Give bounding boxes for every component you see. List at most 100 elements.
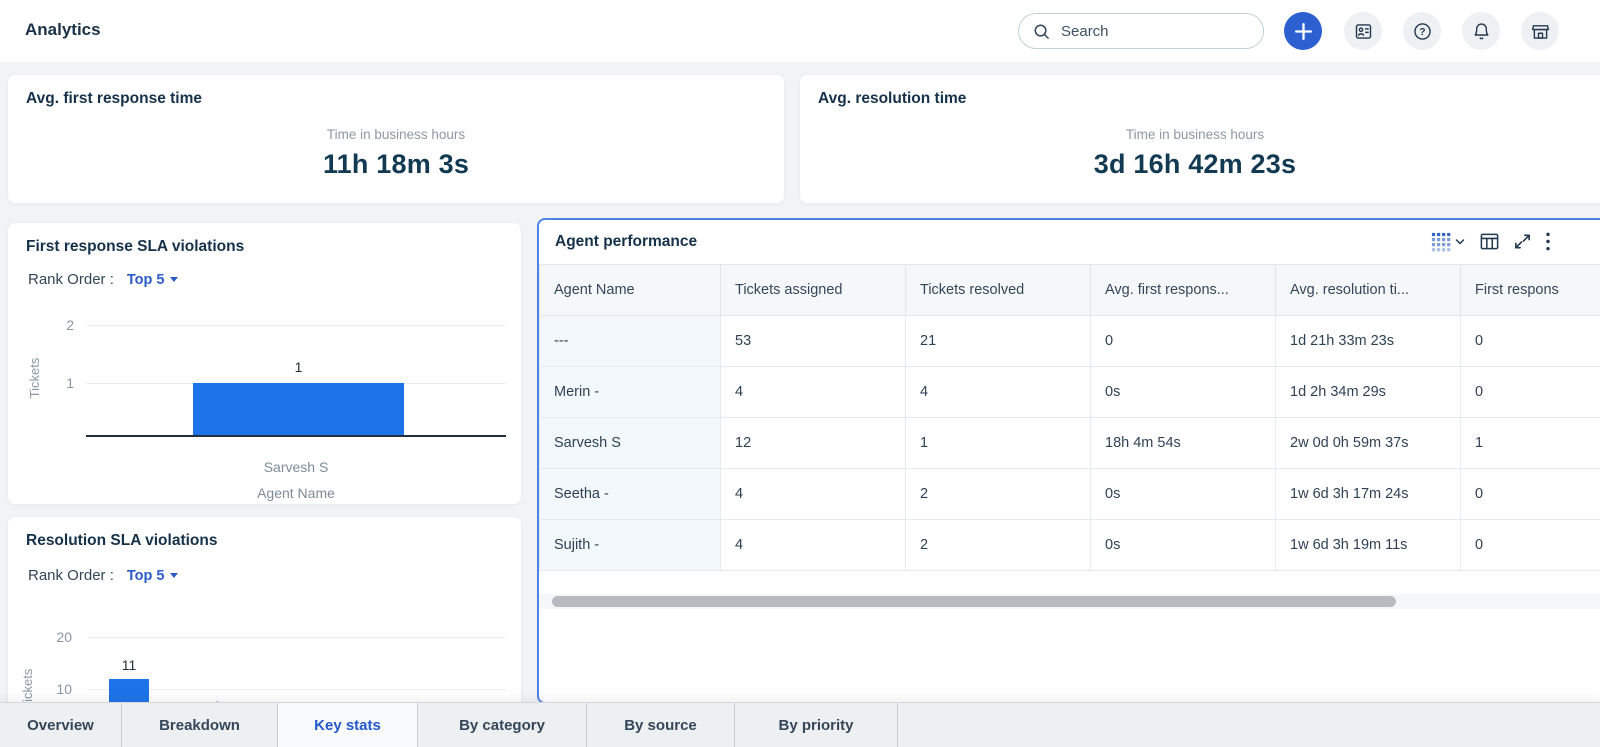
marketplace-button[interactable]	[1521, 12, 1559, 50]
cell: 0s	[1090, 366, 1276, 418]
cell: 18h 4m 54s	[1090, 417, 1276, 469]
cell-agent-name: Sujith -	[539, 519, 721, 571]
cell: 0	[1460, 366, 1600, 418]
x-category-label: Sarvesh S	[263, 459, 329, 475]
y-axis-title: Tickets	[27, 357, 42, 399]
contacts-icon	[1353, 21, 1374, 42]
expand-button[interactable]	[1513, 232, 1532, 251]
cell: 1	[905, 417, 1091, 469]
report-tab-bar: Overview Breakdown Key stats By category…	[0, 702, 1600, 747]
y-tick-20: 20	[56, 629, 72, 645]
rank-order-dropdown[interactable]: Top 5	[127, 272, 179, 288]
cell: 2w 0d 0h 59m 37s	[1275, 417, 1461, 469]
y-tick-1: 1	[66, 375, 74, 391]
horizontal-scrollbar-track[interactable]	[539, 594, 1600, 609]
tab-breakdown[interactable]: Breakdown	[122, 703, 278, 747]
more-options-button[interactable]	[1545, 231, 1551, 252]
cell: 4	[720, 366, 906, 418]
grid-view-button[interactable]	[1430, 231, 1466, 252]
cell: 1d 2h 34m 29s	[1275, 366, 1461, 418]
cell: 1w 6d 3h 19m 11s	[1275, 519, 1461, 571]
widget-title: Agent performance	[555, 233, 698, 250]
search-box[interactable]	[1018, 13, 1264, 49]
agent-performance-card[interactable]: Agent performance	[537, 218, 1600, 704]
rank-order-dropdown[interactable]: Top 5	[127, 568, 179, 584]
y-tick-2: 2	[66, 317, 74, 333]
metric-subtitle: Time in business hours	[1125, 127, 1265, 142]
table-row[interactable]: Sujith - 4 2 0s 1w 6d 3h 19m 11s 0	[539, 519, 1600, 571]
notifications-button[interactable]	[1462, 12, 1500, 50]
cell: 4	[720, 468, 906, 520]
chart-title: Resolution SLA violations	[26, 532, 218, 549]
x-axis-line	[86, 435, 506, 437]
tab-bar-filler	[898, 703, 1600, 747]
contacts-button[interactable]	[1344, 12, 1382, 50]
cell: 53	[720, 315, 906, 367]
cell: 0	[1460, 315, 1600, 367]
cell: 4	[720, 519, 906, 571]
rank-order-row: Rank Order : Top 5	[28, 567, 179, 584]
page-title: Analytics	[25, 20, 101, 39]
cell: 0s	[1090, 519, 1276, 571]
bar-sarvesh[interactable]	[193, 383, 404, 435]
rank-order-label: Rank Order :	[28, 271, 114, 288]
cell: 1	[1460, 417, 1600, 469]
cell-agent-name: ---	[539, 315, 721, 367]
cell: 0	[1460, 519, 1600, 571]
rank-order-row: Rank Order : Top 5	[28, 271, 179, 288]
add-button[interactable]	[1284, 12, 1322, 50]
table-row[interactable]: Sarvesh S 12 1 18h 4m 54s 2w 0d 0h 59m 3…	[539, 417, 1600, 469]
column-header: Avg. first respons...	[1090, 264, 1276, 316]
bell-icon	[1471, 21, 1492, 42]
plus-icon	[1294, 22, 1313, 41]
column-header: Avg. resolution ti...	[1275, 264, 1461, 316]
tab-by-priority[interactable]: By priority	[735, 703, 898, 747]
first-response-sla-card: First response SLA violations Rank Order…	[7, 222, 522, 505]
chart-title: First response SLA violations	[26, 238, 245, 255]
table-row[interactable]: --- 53 21 0 1d 21h 33m 23s 0	[539, 315, 1600, 367]
cell: 1d 21h 33m 23s	[1275, 315, 1461, 367]
cell-agent-name: Merin -	[539, 366, 721, 418]
gridline	[88, 689, 506, 690]
table-row[interactable]: Seetha - 4 2 0s 1w 6d 3h 17m 24s 0	[539, 468, 1600, 520]
avg-first-response-card: Avg. first response time Time in busines…	[7, 74, 785, 204]
card-title: Avg. first response time	[26, 90, 203, 107]
column-header: Agent Name	[539, 264, 721, 316]
caret-down-icon	[170, 277, 179, 282]
rank-order-label: Rank Order :	[28, 567, 114, 584]
column-header: First respons	[1460, 264, 1600, 316]
cell: 2	[905, 519, 1091, 571]
help-icon: ?	[1412, 21, 1433, 42]
cell: 0	[1460, 468, 1600, 520]
tab-by-category[interactable]: By category	[418, 703, 587, 747]
cell: 21	[905, 315, 1091, 367]
widget-toolbar	[1430, 231, 1551, 252]
horizontal-scrollbar-thumb[interactable]	[552, 596, 1396, 607]
metric-block: Time in business hours 3d 16h 42m 23s	[800, 127, 1590, 180]
svg-text:?: ?	[1419, 27, 1425, 38]
metric-value: 3d 16h 42m 23s	[1093, 149, 1297, 179]
gridline	[86, 325, 506, 326]
table-row[interactable]: Merin - 4 4 0s 1d 2h 34m 29s 0	[539, 366, 1600, 418]
x-axis-title: Agent Name	[257, 485, 335, 501]
metric-value: 11h 18m 3s	[322, 149, 470, 179]
tab-overview[interactable]: Overview	[0, 703, 122, 747]
agent-performance-table: Agent Name Tickets assigned Tickets reso…	[539, 264, 1600, 571]
column-header: Tickets resolved	[905, 264, 1091, 316]
top-bar: Analytics ?	[0, 0, 1600, 62]
help-button[interactable]: ?	[1403, 12, 1441, 50]
table-header-row: Agent Name Tickets assigned Tickets reso…	[539, 264, 1600, 316]
tab-by-source[interactable]: By source	[587, 703, 735, 747]
cell: 0	[1090, 315, 1276, 367]
table-columns-button[interactable]	[1479, 231, 1500, 252]
cell: 1w 6d 3h 17m 24s	[1275, 468, 1461, 520]
search-icon	[1033, 23, 1050, 40]
caret-down-icon	[170, 573, 179, 578]
bar-value-label: 1	[294, 359, 303, 375]
search-input[interactable]	[1059, 21, 1249, 41]
tab-key-stats[interactable]: Key stats	[278, 703, 418, 747]
cell-agent-name: Sarvesh S	[539, 417, 721, 469]
y-tick-10: 10	[56, 681, 72, 697]
store-icon	[1530, 21, 1551, 42]
